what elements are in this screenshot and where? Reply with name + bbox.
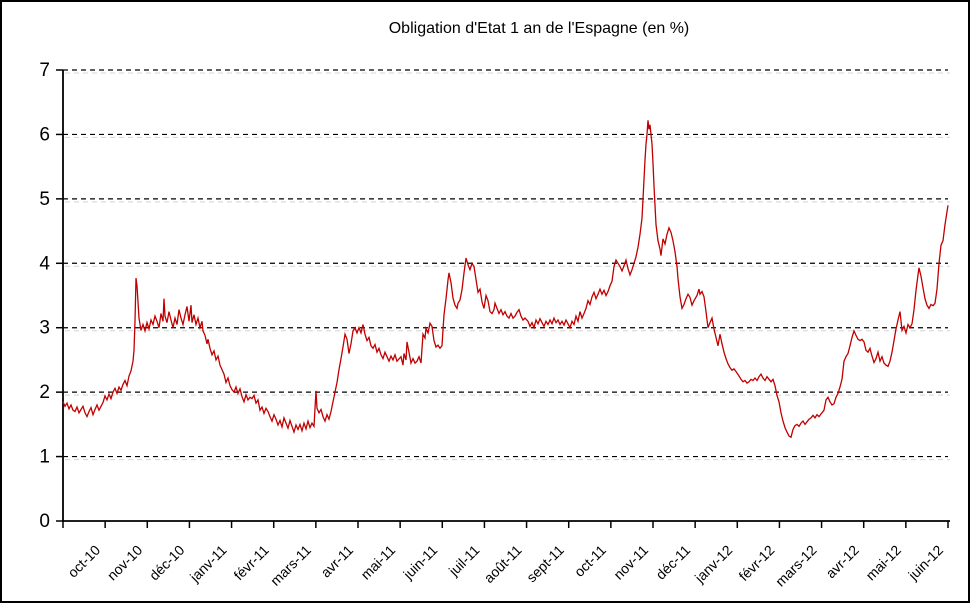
- x-axis-month-label: juil-11: [445, 542, 483, 580]
- y-axis-label: 3: [39, 318, 50, 339]
- x-axis-month-label: oct-11: [571, 542, 609, 580]
- x-axis-month-label: déc-11: [652, 542, 693, 583]
- y-axis-label: 1: [39, 447, 50, 468]
- x-axis-month-label: mars-11: [267, 542, 314, 589]
- x-axis-month-label: janv-12: [691, 542, 736, 587]
- x-axis-month-label: nov-11: [610, 542, 651, 583]
- x-axis-month-label: juin-12: [904, 542, 946, 584]
- x-axis-month-label: avr-11: [317, 542, 356, 581]
- x-axis-month-label: janv-11: [186, 542, 230, 586]
- y-axis-label: 4: [39, 253, 50, 274]
- x-axis-month-label: août-11: [481, 542, 525, 586]
- x-axis-month-label: déc-10: [146, 542, 188, 584]
- x-axis-month-label: sept-11: [523, 542, 567, 586]
- chart-title: Obligation d'Etat 1 an de l'Espagne (en …: [388, 20, 690, 37]
- x-axis-month-label: nov-10: [104, 542, 146, 584]
- x-axis-month-label: févr-11: [230, 542, 272, 584]
- y-axis-label: 6: [39, 124, 50, 145]
- x-axis-month-label: oct-10: [64, 542, 103, 581]
- x-axis-month-label: mai-11: [357, 542, 398, 583]
- x-axis-month-label: juin-11: [399, 542, 440, 583]
- x-axis-month-label: avr-12: [822, 542, 862, 582]
- bond-yield-line: [62, 120, 949, 439]
- y-axis-label: 0: [39, 511, 50, 532]
- y-axis-label: 2: [39, 382, 50, 403]
- x-axis-month-label: mars-12: [772, 542, 820, 590]
- y-axis-label: 5: [39, 189, 50, 210]
- y-axis-label: 7: [39, 60, 50, 81]
- x-axis-month-label: mai-12: [862, 542, 904, 584]
